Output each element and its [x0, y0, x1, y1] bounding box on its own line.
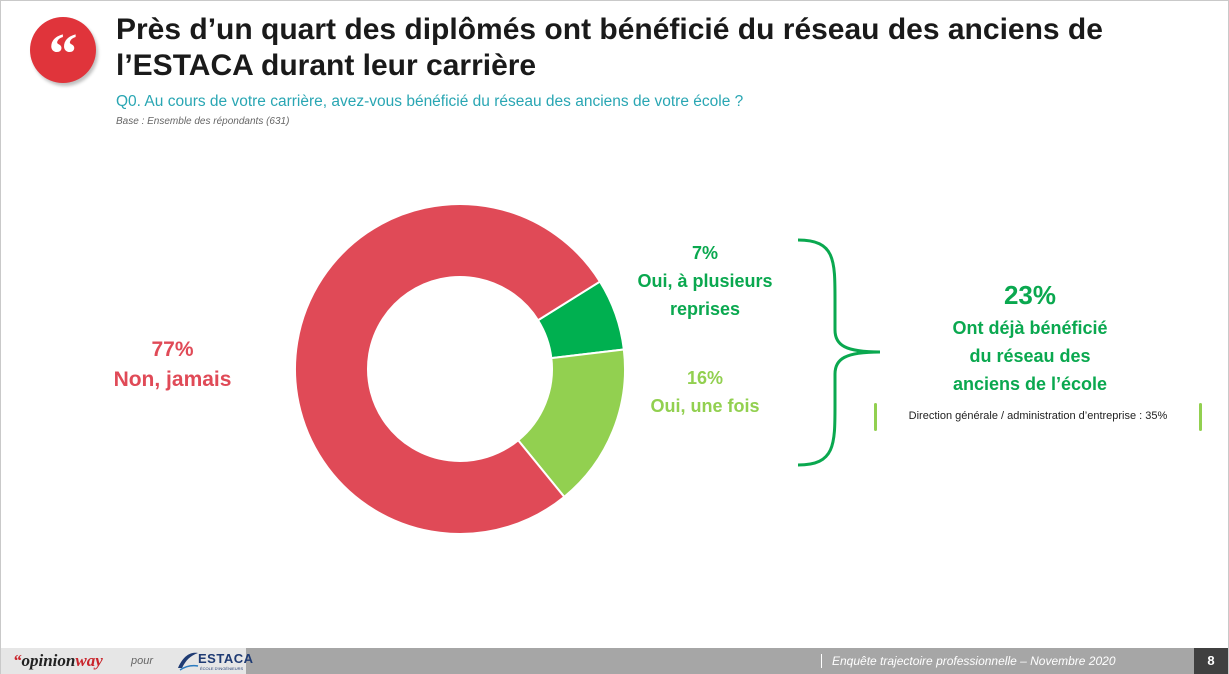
survey-base: Base : Ensemble des répondants (631)	[116, 116, 290, 127]
label-non-jamais: 77% Non, jamais	[90, 335, 255, 395]
estaca-word: ESTACA	[198, 651, 254, 666]
survey-question: Q0. Au cours de votre carrière, avez-vou…	[116, 93, 744, 110]
opinionway-logo: “opinionway	[13, 651, 103, 671]
estaca-logo: ESTACA ÉCOLE D'INGÉNIEURS	[174, 648, 253, 674]
estaca-sub: ÉCOLE D'INGÉNIEURS	[200, 666, 244, 671]
donut-chart	[294, 203, 626, 535]
donut-slice-2	[294, 203, 602, 535]
logo-way: way	[75, 651, 103, 670]
summary-text: Ont déjà bénéficié du réseau des anciens…	[910, 314, 1150, 398]
label-une-fois: 16% Oui, une fois	[625, 364, 785, 420]
label-plusieurs-line2: reprises	[669, 299, 741, 319]
note-right-bar	[1199, 403, 1202, 431]
label-non-jamais-text: Non, jamais	[113, 368, 232, 391]
label-non-jamais-pct: 77%	[151, 338, 194, 361]
summary-line1: Ont déjà bénéficié	[952, 318, 1108, 338]
note-box: Direction générale / administration d’en…	[874, 403, 1202, 431]
survey-name: Enquête trajectoire professionnelle – No…	[821, 654, 1116, 668]
logo-opinion: opinion	[21, 651, 76, 670]
note-text: Direction générale / administration d’en…	[908, 410, 1168, 422]
page-title: Près d’un quart des diplômés ont bénéfic…	[116, 13, 1103, 82]
footer-logo-area: “opinionway pour ESTACA ÉCOLE D'INGÉNIEU…	[1, 648, 253, 674]
label-une-fois-text: Oui, une fois	[650, 396, 760, 416]
label-plusieurs-reprises: 7% Oui, à plusieurs reprises	[610, 239, 800, 323]
label-plusieurs-line1: Oui, à plusieurs	[637, 271, 773, 291]
quote-icon: “	[30, 17, 96, 83]
summary-block: 23% Ont déjà bénéficié du réseau des anc…	[910, 278, 1150, 398]
page-number: 8	[1194, 648, 1228, 674]
note-left-bar	[874, 403, 877, 431]
summary-line3: anciens de l’école	[952, 374, 1108, 394]
footer-pour: pour	[131, 655, 154, 667]
logo-quote: “	[13, 651, 22, 670]
label-une-fois-pct: 16%	[686, 368, 724, 388]
quote-mark: “	[48, 21, 78, 86]
footer-bar: “opinionway pour ESTACA ÉCOLE D'INGÉNIEU…	[1, 648, 1228, 674]
label-plusieurs-pct: 7%	[691, 243, 718, 263]
summary-pct: 23%	[1003, 280, 1057, 310]
estaca-plane-icon	[178, 652, 199, 671]
curly-brace	[797, 238, 881, 467]
summary-line2: du réseau des	[969, 346, 1091, 366]
